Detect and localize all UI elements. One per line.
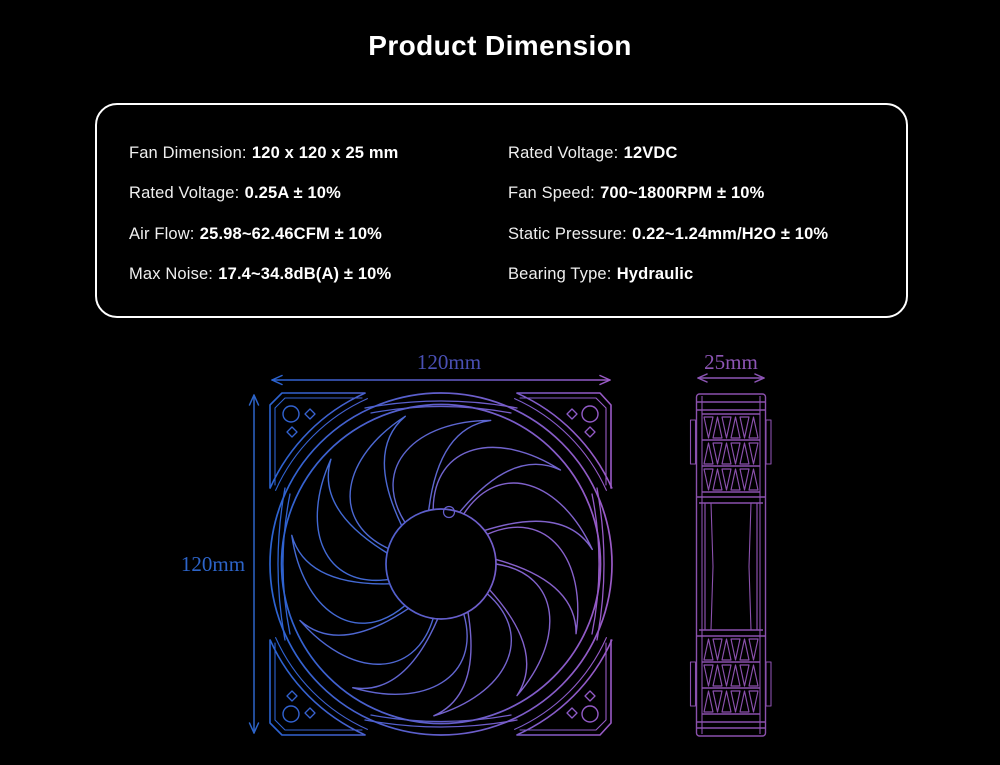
side-upper-truss — [702, 413, 760, 493]
spec-row-air-flow: Air Flow: 25.98~62.46CFM ± 10% — [129, 214, 399, 255]
spec-label: Rated Voltage: — [508, 143, 619, 162]
width-dimension-label: 120mm — [417, 350, 481, 374]
spec-label: Max Noise: — [129, 265, 214, 284]
spec-row-fan-speed: Fan Speed: 700~1800RPM ± 10% — [508, 174, 828, 215]
spec-row-max-noise: Max Noise: 17.4~34.8dB(A) ± 10% — [129, 255, 399, 296]
spec-row-static-pressure: Static Pressure: 0.22~1.24mm/H2O ± 10% — [508, 214, 828, 255]
spec-label: Fan Speed: — [508, 184, 595, 203]
side-lower-truss — [702, 638, 760, 715]
height-dimension-label: 120mm — [181, 552, 245, 576]
spec-row-fan-dimension: Fan Dimension: 120 x 120 x 25 mm — [129, 133, 399, 174]
spec-value: 12VDC — [623, 143, 678, 162]
spec-column-right: Rated Voltage: 12VDC Fan Speed: 700~1800… — [508, 133, 828, 295]
fan-ring — [269, 392, 613, 736]
spec-row-bearing-type: Bearing Type: Hydraulic — [508, 255, 828, 296]
spec-label: Rated Voltage: — [129, 184, 240, 203]
spec-label: Air Flow: — [129, 224, 195, 243]
fan-frame-edge-arcs — [277, 400, 605, 728]
fan-side-view — [689, 393, 772, 737]
fan-frame-corners — [269, 392, 613, 736]
dimension-diagram: 120mm 120mm 25mm — [181, 350, 772, 737]
spec-column-left: Fan Dimension: 120 x 120 x 25 mm Rated V… — [129, 133, 399, 295]
corner-diamond-icon — [286, 408, 596, 719]
spec-value: 17.4~34.8dB(A) ± 10% — [218, 265, 392, 284]
fan-front-view — [269, 392, 613, 736]
screw-hole-icon — [282, 405, 599, 723]
spec-value: 700~1800RPM ± 10% — [600, 184, 765, 203]
side-middle-column — [697, 496, 765, 637]
depth-dimension-arrow — [697, 373, 765, 383]
depth-dimension-label: 25mm — [704, 350, 758, 374]
spec-row-rated-voltage: Rated Voltage: 12VDC — [508, 133, 828, 174]
side-mount-tabs — [689, 419, 772, 707]
spec-value: 0.25A ± 10% — [244, 184, 341, 203]
page-title: Product Dimension — [368, 30, 632, 61]
spec-label: Bearing Type: — [508, 265, 612, 284]
height-dimension-arrow — [248, 394, 260, 734]
spec-panel: Fan Dimension: 120 x 120 x 25 mm Rated V… — [95, 103, 908, 318]
spec-value: 25.98~62.46CFM ± 10% — [199, 224, 383, 243]
spec-label: Static Pressure: — [508, 224, 627, 243]
fan-hub — [385, 505, 497, 620]
fan-blades — [291, 415, 593, 717]
spec-label: Fan Dimension: — [129, 143, 247, 162]
spec-row-rated-current: Rated Voltage: 0.25A ± 10% — [129, 174, 399, 215]
spec-value: 120 x 120 x 25 mm — [251, 143, 399, 162]
spec-value: 0.22~1.24mm/H2O ± 10% — [632, 224, 829, 243]
dimension-annotations: 120mm 120mm 25mm — [181, 350, 765, 734]
spec-value: Hydraulic — [616, 265, 694, 284]
width-dimension-arrow — [271, 374, 611, 386]
